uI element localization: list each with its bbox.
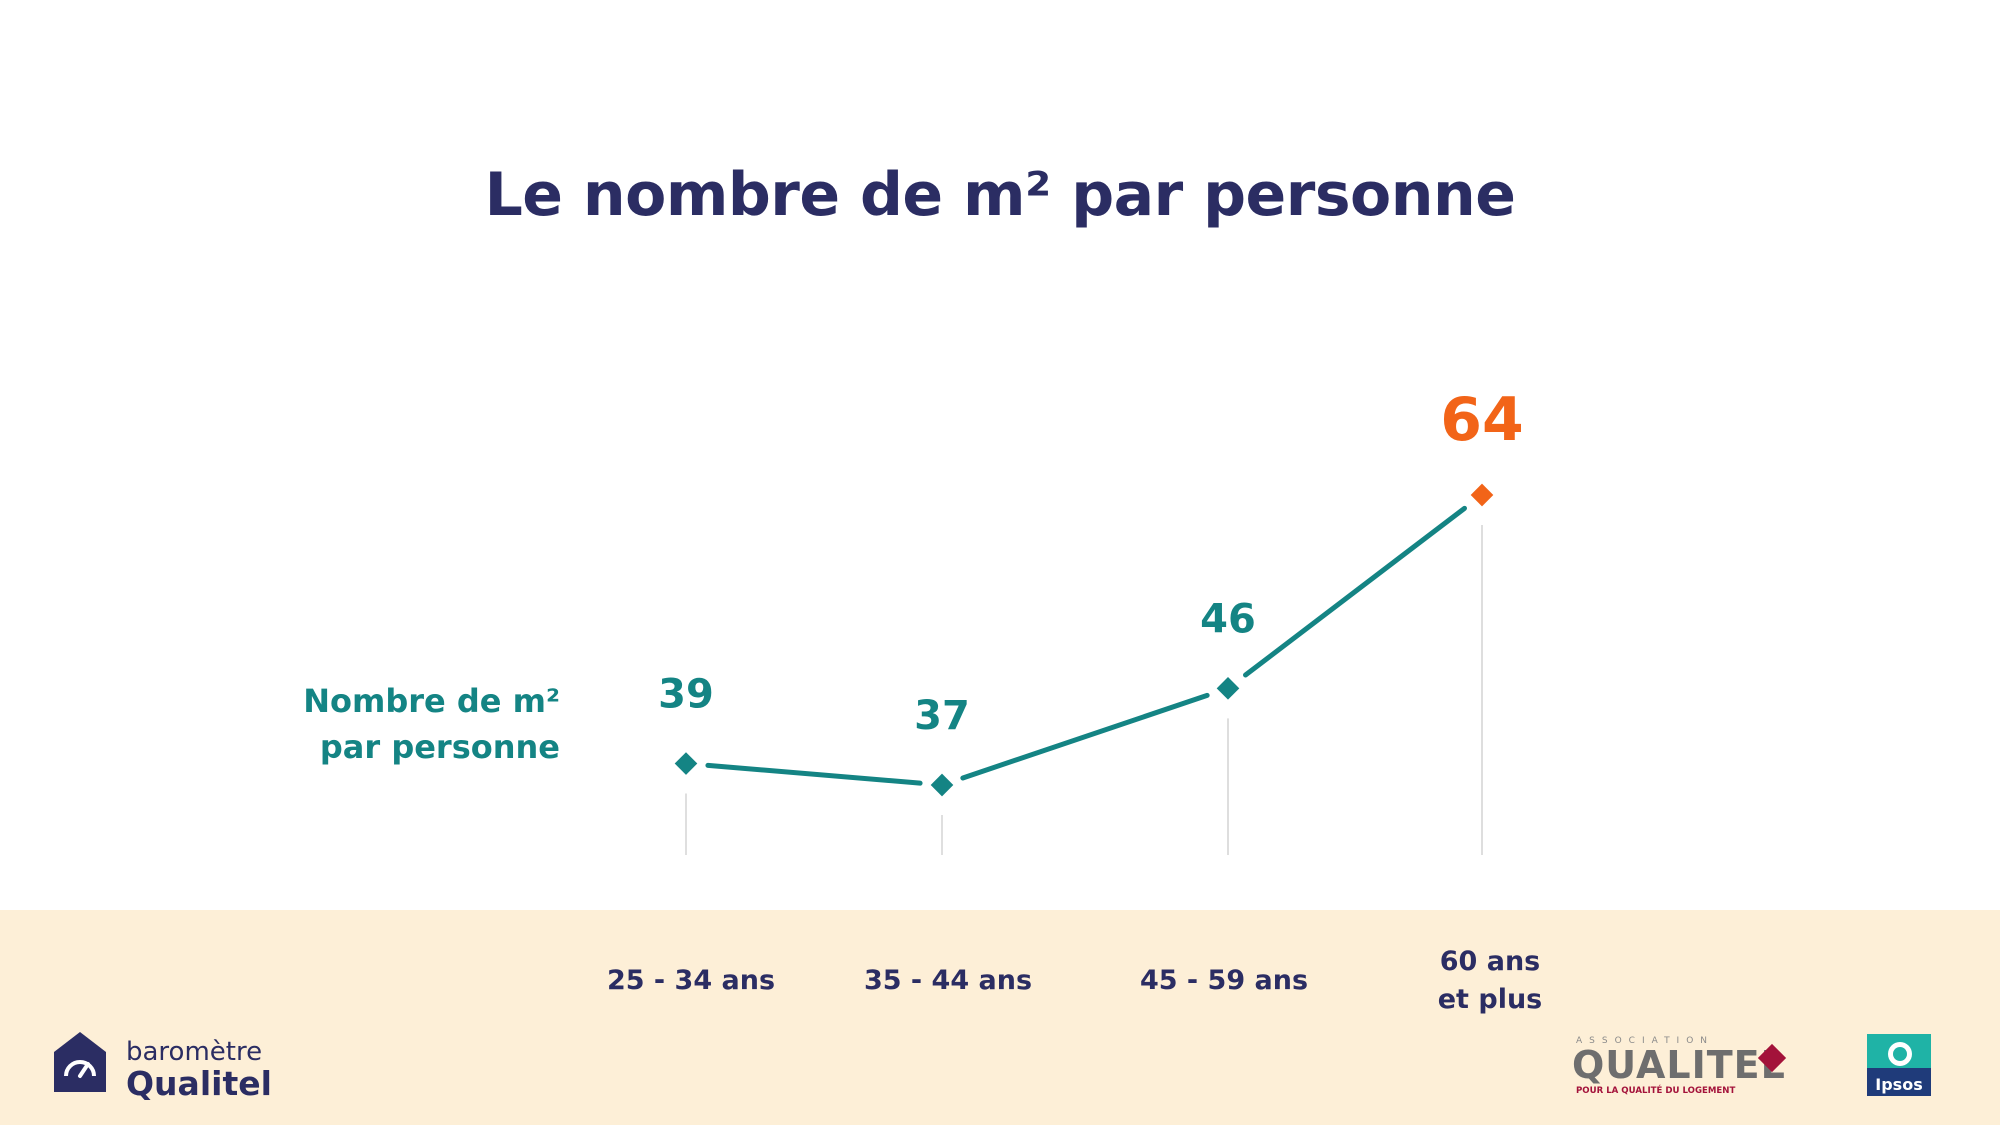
data-point-1 [930,773,954,797]
brand-big: Qualitel [126,1064,272,1103]
page-title: Le nombre de m² par personne [484,160,1516,230]
data-label-0: 39 [658,672,714,718]
ipsos-logo: Ipsos [1867,1034,1931,1096]
data-point-0 [674,752,698,775]
association-qualitel-logo: ASSOCIATION QUALITEL POUR LA QUALITÉ DU … [1572,1036,1787,1096]
svg-text:QUALITEL: QUALITEL [1572,1043,1786,1087]
svg-text:POUR LA QUALITÉ DU LOGEMENT: POUR LA QUALITÉ DU LOGEMENT [1576,1084,1735,1096]
data-label-2: 46 [1200,596,1256,642]
series-label-line-2: par personne [319,728,560,766]
barometre-brand: baromètre Qualitel [126,1038,272,1102]
data-label-1: 37 [914,693,970,739]
series-label-line-1: Nombre de m² [303,682,560,720]
category-label-2: 45 - 59 ans [1139,965,1309,996]
footer-band [0,910,2000,1125]
brand-small: baromètre [126,1037,263,1067]
series-line-segment-0 [705,762,923,786]
data-point-2 [1216,677,1240,700]
svg-text:ASSOCIATION: ASSOCIATION [1576,1036,1714,1046]
category-label-0: 25 - 34 ans [606,965,776,996]
series-line-segment-1 [960,692,1210,781]
category-label-1: 35 - 44 ans [863,965,1033,996]
barometre-house-icon [54,1032,106,1092]
data-point-3 [1470,483,1494,507]
data-label-3: 64 [1440,385,1524,455]
series-label: Nombre de m² par personne [250,678,560,770]
category-label-3: 60 ans et plus [1437,946,1543,1015]
series-line-segment-2 [1243,505,1467,678]
svg-text:Ipsos: Ipsos [1875,1075,1922,1094]
